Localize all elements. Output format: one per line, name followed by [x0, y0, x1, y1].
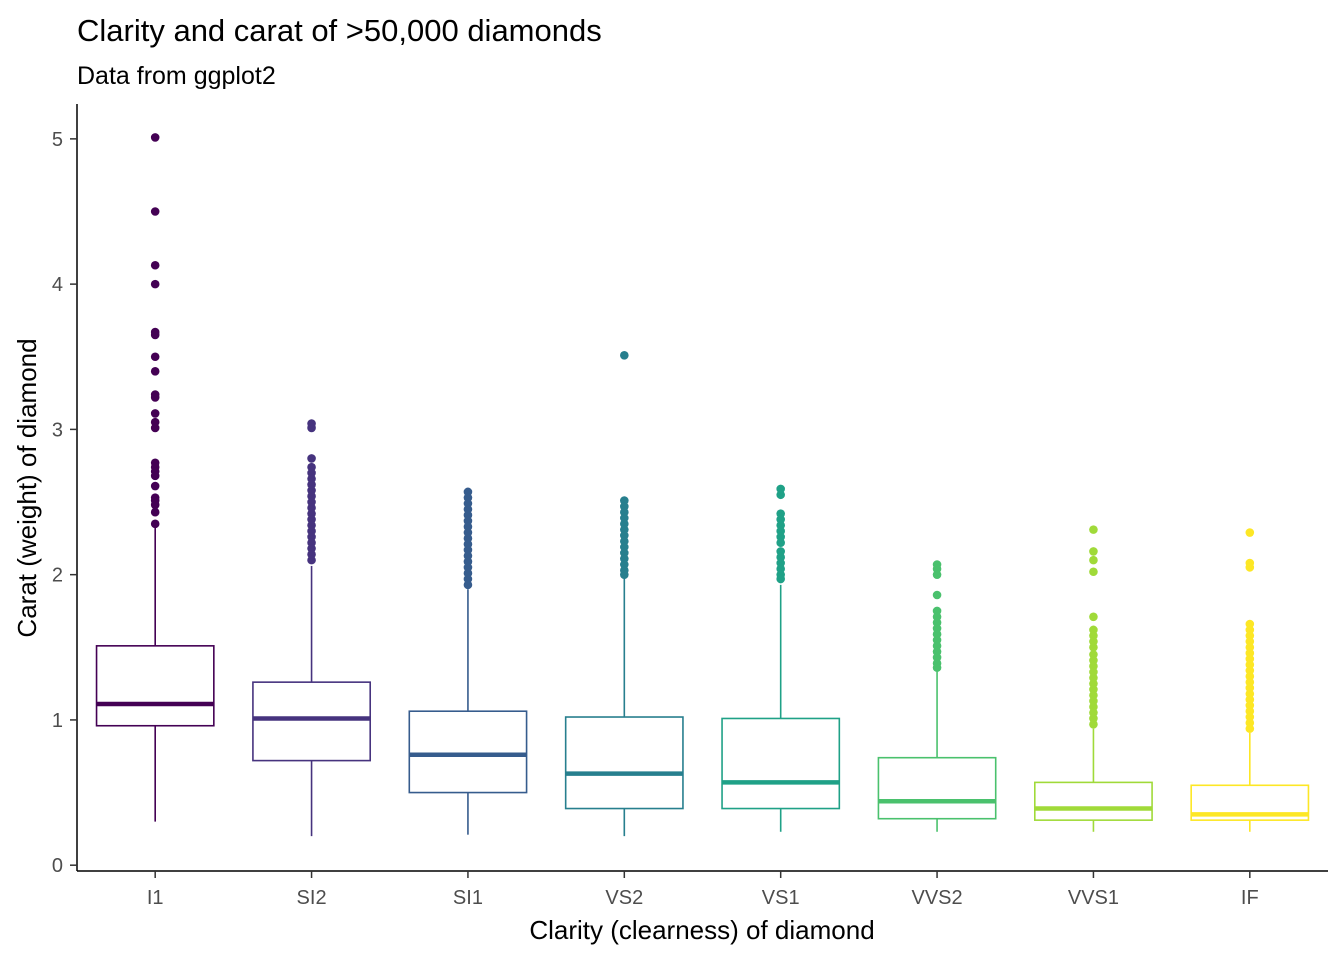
y-axis-title: Carat (weight) of diamond	[12, 338, 42, 637]
box-group-vs1	[721, 484, 841, 832]
iqr-box	[252, 681, 372, 762]
box-group-i1	[95, 133, 215, 822]
outlier-point	[307, 454, 316, 463]
outlier-point	[1089, 719, 1098, 729]
iqr-box	[564, 716, 684, 810]
x-tick-label: VVS1	[1068, 887, 1119, 909]
iqr-box	[721, 717, 841, 810]
outlier-point	[620, 351, 629, 360]
x-tick-label: VS2	[605, 887, 643, 909]
chart-subtitle: Data from ggplot2	[77, 62, 276, 90]
outlier-point	[150, 330, 160, 340]
outlier-point	[1089, 642, 1098, 652]
y-tick-label: 1	[52, 710, 63, 732]
chart-title: Clarity and carat of >50,000 diamonds	[77, 13, 602, 48]
box-group-vvs2	[877, 560, 997, 832]
outlier-point	[307, 423, 316, 433]
outlier-point	[150, 500, 160, 510]
outlier-point	[1245, 724, 1255, 733]
box-group-si1	[408, 487, 528, 835]
outlier-point	[932, 570, 942, 579]
outlier-point	[150, 507, 160, 517]
outlier-point	[1089, 525, 1098, 534]
outlier-point	[776, 490, 785, 500]
x-axis-title: Clarity (clearness) of diamond	[529, 915, 874, 945]
y-tick-label: 4	[52, 274, 63, 296]
y-tick-label: 3	[52, 419, 63, 441]
x-tick-label: VS1	[762, 887, 800, 909]
outlier-point	[1089, 547, 1098, 556]
iqr-box	[95, 645, 215, 727]
y-axis-ticks: 0 1 2 3 4 5	[52, 129, 77, 877]
outlier-point	[463, 580, 473, 590]
outlier-point	[1245, 528, 1255, 537]
iqr-box	[1033, 781, 1153, 821]
box-group-vvs1	[1033, 525, 1153, 832]
outlier-point	[1245, 563, 1255, 572]
outlier-point	[150, 366, 160, 376]
box-group-if	[1190, 528, 1310, 832]
outlier-point	[1089, 555, 1098, 565]
outlier-point	[150, 423, 160, 433]
x-tick-label: SI2	[297, 887, 327, 909]
outlier-point	[620, 570, 629, 579]
outlier-point	[150, 207, 160, 216]
x-tick-label: VVS2	[911, 887, 962, 909]
y-tick-label: 0	[52, 855, 63, 877]
outlier-point	[150, 260, 160, 270]
outlier-point	[150, 471, 160, 481]
iqr-box	[877, 756, 997, 820]
plot-area	[95, 133, 1310, 837]
outlier-point	[776, 538, 785, 548]
outlier-point	[307, 555, 316, 565]
outlier-point	[1089, 612, 1098, 622]
x-tick-label: IF	[1241, 887, 1259, 909]
y-tick-label: 2	[52, 565, 63, 587]
outlier-point	[150, 409, 160, 418]
outlier-point	[1089, 567, 1098, 577]
outlier-point	[150, 393, 160, 402]
outlier-point	[150, 352, 160, 362]
outlier-point	[776, 574, 785, 584]
iqr-box	[408, 710, 528, 794]
outlier-point	[150, 279, 160, 289]
box-group-si2	[252, 419, 372, 837]
y-tick-label: 5	[52, 129, 63, 151]
box-group-vs2	[564, 351, 684, 837]
x-tick-label: SI1	[453, 887, 483, 909]
outlier-point	[150, 133, 160, 142]
outlier-point	[932, 590, 942, 600]
x-tick-label: I1	[147, 887, 164, 909]
outlier-point	[150, 481, 160, 491]
outlier-point	[150, 519, 160, 529]
x-axis-ticks: I1 SI2 SI1 VS2 VS1 VVS2 VVS1 IF	[147, 871, 1259, 909]
outlier-point	[932, 663, 942, 672]
